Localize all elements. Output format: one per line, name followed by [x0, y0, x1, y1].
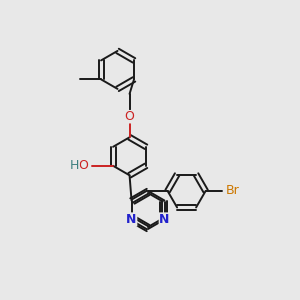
Text: O: O [78, 159, 88, 172]
Text: N: N [126, 213, 137, 226]
Text: H: H [70, 159, 79, 172]
Text: O: O [124, 110, 134, 123]
Text: Br: Br [226, 184, 240, 197]
Text: N: N [159, 213, 170, 226]
